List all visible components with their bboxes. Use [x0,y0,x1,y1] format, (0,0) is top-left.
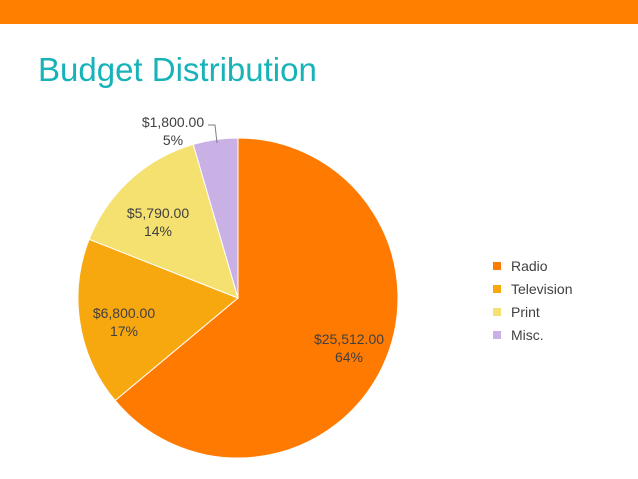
television-value-label: $6,800.00 [93,305,155,321]
pie-slice-misc [192,137,239,299]
legend-label-print: Print [511,304,540,320]
television-percent-label: 17% [110,323,138,339]
legend-swatch-radio [493,262,501,270]
radio-percent-label: 64% [335,349,363,365]
pie-slice-radio [114,137,399,459]
misc-percent-label: 5% [163,132,183,148]
pie-slices [77,137,399,459]
slide-title: Budget Distribution [38,51,317,88]
top-accent-bar [0,0,638,24]
pie-slice-print [88,143,239,299]
misc-value-label: $1,800.00 [142,114,204,130]
radio-value-label: $25,512.00 [314,331,384,347]
legend-swatch-print [493,308,501,316]
legend-label-misc: Misc. [511,327,544,343]
misc-leader-line [208,124,218,144]
print-value-label: $5,790.00 [127,205,189,221]
pie-slice-television [77,238,239,402]
pie-data-labels: $25,512.00 64% $6,800.00 17% $5,790.00 1… [93,114,384,365]
chart-legend: Radio Television Print Misc. [493,258,572,343]
legend-label-television: Television [511,281,572,297]
legend-label-radio: Radio [511,258,548,274]
print-percent-label: 14% [144,223,172,239]
legend-swatch-misc [493,331,501,339]
legend-swatch-television [493,285,501,293]
